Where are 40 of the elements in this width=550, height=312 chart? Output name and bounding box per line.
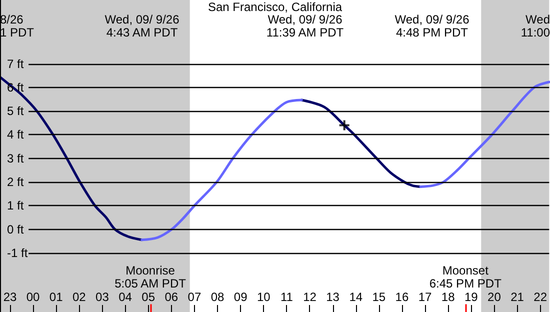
x-tick-label: 09 [234, 290, 248, 304]
x-tick-label: 15 [372, 290, 386, 304]
x-tick-label: 03 [96, 290, 110, 304]
y-tick-label: 0 ft [7, 222, 24, 236]
y-tick-label: 1 ft [7, 198, 24, 213]
annotation: Wed, 09/ 9/26 11:39 AM PDT [266, 12, 344, 40]
x-tick-label: 13 [326, 290, 340, 304]
x-tick-label: 08 [210, 290, 225, 304]
x-tick-label: 18 [441, 290, 456, 304]
x-tick-label: 17 [418, 290, 432, 304]
y-tick-label: 2 ft [7, 175, 24, 189]
annotation: Wed, 09/ 9/26 4:43 AM PDT [104, 12, 180, 40]
y-tick-label: -1 ft [7, 246, 28, 260]
annotation: 8/26 1 PDT [0, 12, 35, 40]
x-tick-label: 22 [534, 290, 548, 304]
annotation: Wed 11:00 [520, 12, 550, 40]
chart-title: San Francisco, California [208, 0, 342, 14]
y-tick-label: 3 ft [7, 151, 24, 166]
y-tick-label: 7 ft [7, 56, 24, 71]
x-tick-label: 05 [142, 290, 156, 304]
x-tick-label: 00 [26, 290, 40, 304]
ref-line-label: Moonset 6:45 PM PDT [429, 264, 502, 291]
x-tick-label: 04 [118, 290, 132, 304]
x-tick-label: 19 [464, 290, 478, 304]
annotation: Wed, 09/ 9/26 4:48 PM PDT [394, 12, 470, 40]
x-tick-label: 21 [510, 290, 524, 304]
x-tick-label: 10 [256, 290, 271, 304]
x-tick-label: 02 [72, 290, 86, 304]
x-tick-label: 07 [188, 290, 202, 304]
x-tick-label: 16 [395, 290, 409, 304]
x-tick-label: 23 [3, 290, 17, 304]
x-tick-label: 12 [303, 290, 317, 304]
x-tick-label: 14 [349, 290, 363, 304]
y-tick-label: 5 ft [7, 104, 24, 118]
x-tick-label: 11 [280, 290, 294, 304]
y-tick-label: 4 ft [7, 128, 24, 142]
ref-line-label: Moonrise 5:05 AM PDT [114, 264, 187, 291]
x-tick-label: 20 [488, 290, 502, 304]
x-tick-label: 01 [49, 290, 64, 304]
x-tick-label: 06 [164, 290, 178, 304]
